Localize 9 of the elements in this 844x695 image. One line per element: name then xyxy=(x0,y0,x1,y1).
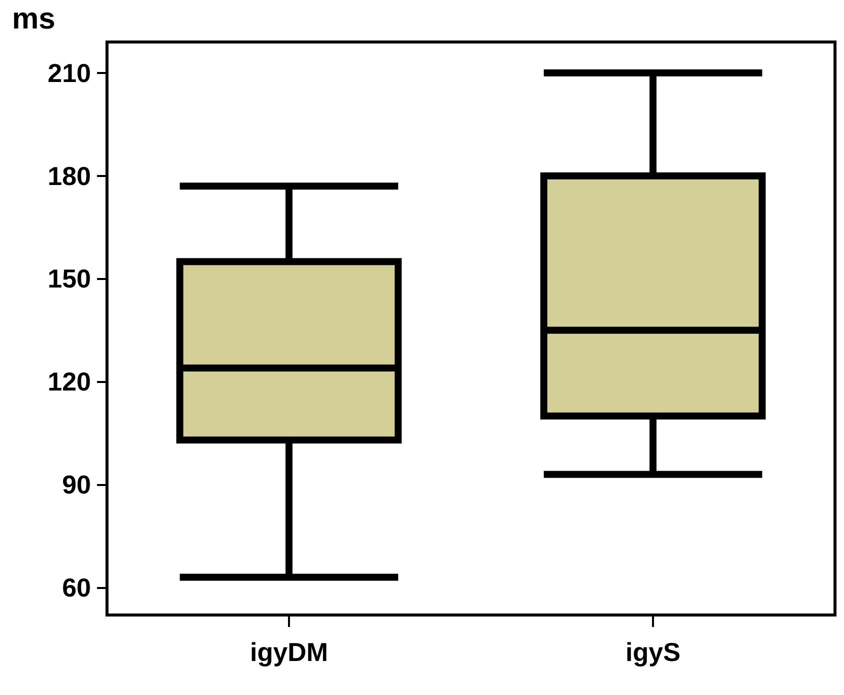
y-tick-label: 150 xyxy=(48,264,91,294)
y-tick-label: 210 xyxy=(48,58,91,88)
y-axis-title: ms xyxy=(12,2,56,36)
y-tick-label: 180 xyxy=(48,160,91,191)
y-tick-label: 120 xyxy=(48,366,91,397)
y-tick-label: 60 xyxy=(62,572,91,603)
y-tick-label: 90 xyxy=(62,470,91,500)
x-tick-label: igyDM xyxy=(250,637,328,667)
x-tick-label: igyS xyxy=(626,637,680,667)
